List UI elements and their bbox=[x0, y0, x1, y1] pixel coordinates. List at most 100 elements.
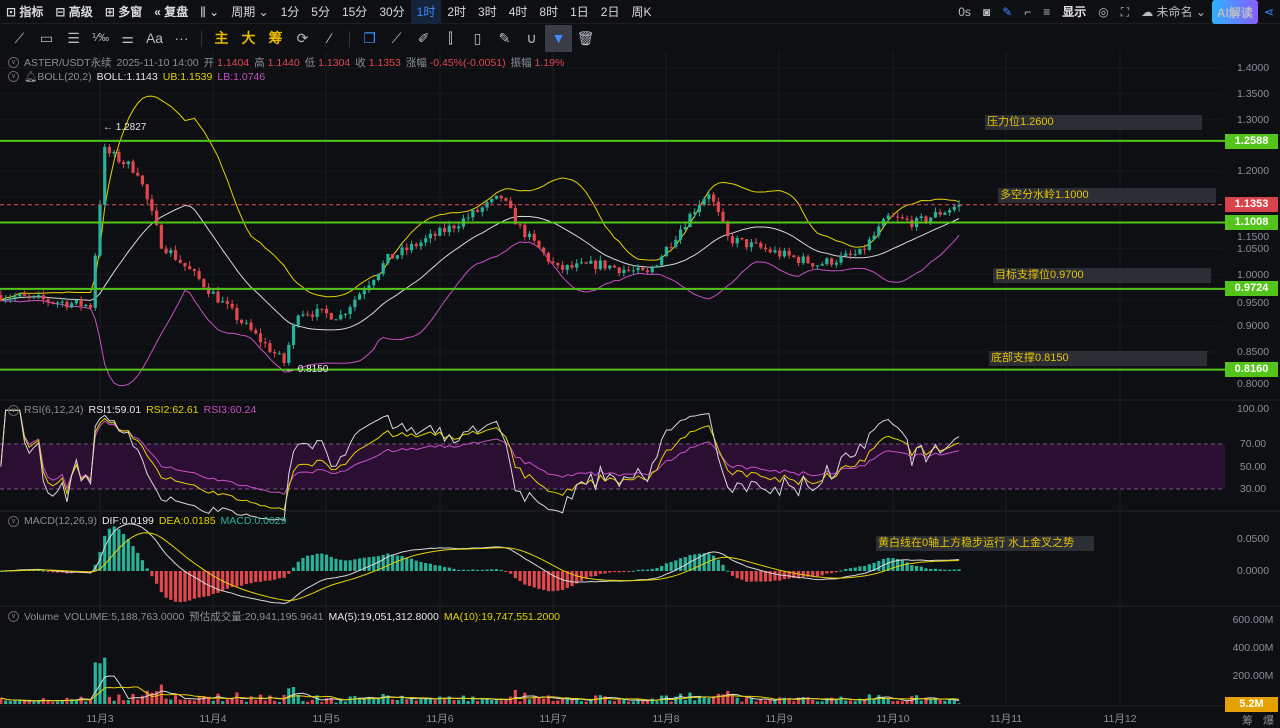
volume-bar bbox=[848, 700, 853, 704]
candles-icon[interactable]: ⫿ bbox=[448, 30, 453, 46]
macd-histogram-bar bbox=[712, 555, 716, 571]
candle bbox=[221, 301, 225, 303]
volume-bar bbox=[494, 700, 499, 704]
rsi3-line bbox=[0, 409, 960, 495]
collapse-icon[interactable]: ∨ bbox=[8, 404, 19, 416]
macd-histogram-bar bbox=[664, 563, 668, 571]
annotation-bottom-support[interactable]: 底部支撑0.8150 bbox=[989, 351, 1207, 366]
macd-histogram-bar bbox=[938, 569, 942, 571]
layout-dropdown[interactable]: ☁ 未命名 ⌄ bbox=[1135, 0, 1212, 24]
advanced-button[interactable]: ⊟ 高级 bbox=[55, 4, 93, 19]
volume-bar bbox=[773, 700, 777, 704]
volume-bar bbox=[551, 701, 555, 704]
more-tools[interactable]: ··· bbox=[174, 30, 189, 46]
volume-bar bbox=[376, 697, 381, 704]
lock-icon[interactable]: ▯ bbox=[473, 30, 482, 46]
volume-bar bbox=[674, 696, 678, 704]
rsi-label: RSI(6,12,24) bbox=[24, 404, 84, 416]
period-1日[interactable]: 1日 bbox=[570, 4, 589, 19]
macd-histogram-bar bbox=[55, 571, 60, 573]
annotation-pivot[interactable]: 多空分水岭1.1000 bbox=[998, 188, 1216, 203]
copy-icon[interactable]: ❐ bbox=[363, 30, 376, 46]
candle bbox=[693, 212, 697, 214]
candle bbox=[494, 195, 499, 199]
annotation-macd-note[interactable]: 黄白线在0轴上方稳步运行 水上金叉之势 bbox=[876, 536, 1094, 551]
volume-bar bbox=[726, 691, 730, 704]
candle bbox=[631, 270, 635, 272]
indicator-label: 指标 bbox=[19, 4, 44, 19]
magnet-icon[interactable]: ∪ bbox=[526, 30, 537, 46]
indicator-button[interactable]: ⊡ 指标 bbox=[6, 4, 44, 19]
collapse-icon[interactable]: ∨ bbox=[8, 57, 19, 68]
period-30分[interactable]: 30分 bbox=[379, 4, 405, 19]
macd-histogram-bar bbox=[41, 570, 45, 572]
volume-bar bbox=[79, 696, 83, 704]
volume-bar bbox=[249, 696, 253, 704]
pencil-icon[interactable]: ✎ bbox=[1002, 5, 1013, 19]
volume-bar bbox=[858, 698, 862, 704]
volume-bar bbox=[891, 701, 895, 704]
fullscreen-icon[interactable]: ⛶ bbox=[1120, 5, 1130, 19]
display-button[interactable]: 显示 bbox=[1062, 5, 1087, 19]
macd-histogram-bar bbox=[112, 526, 116, 571]
fibonacci-icon[interactable]: ⅟‰ bbox=[91, 32, 110, 44]
collapse-icon[interactable]: ∨ bbox=[8, 611, 19, 622]
macd-histogram-bar bbox=[263, 571, 267, 581]
brush-icon[interactable]: ⁄ bbox=[328, 30, 331, 46]
period-1分[interactable]: 1分 bbox=[280, 4, 300, 19]
share-icon[interactable]: ⋖ bbox=[1263, 5, 1274, 19]
period-3时[interactable]: 3时 bbox=[478, 4, 497, 19]
period-dropdown[interactable]: 周期 ⌄ bbox=[231, 4, 269, 19]
level-tag: 0.9724 bbox=[1225, 281, 1278, 296]
settings-icon[interactable]: ◎ bbox=[1098, 5, 1109, 19]
trendline-icon[interactable]: ⟋ bbox=[14, 30, 25, 46]
annotation-resistance[interactable]: 压力位1.2600 bbox=[985, 115, 1202, 130]
list-icon[interactable]: ≡ bbox=[1043, 5, 1051, 19]
collapse-icon[interactable]: ∨ bbox=[8, 515, 19, 527]
period-2时[interactable]: 2时 bbox=[447, 4, 467, 19]
cloud-icon: ☁ bbox=[1141, 5, 1154, 19]
period-2日[interactable]: 2日 bbox=[600, 4, 620, 19]
macd-histogram-bar bbox=[612, 571, 617, 572]
chips-button[interactable]: 筹 bbox=[268, 30, 283, 46]
period-8时[interactable]: 8时 bbox=[539, 4, 559, 19]
chips-distribution-button[interactable]: 筹 bbox=[1242, 715, 1253, 727]
trash-icon[interactable]: 🗑 bbox=[576, 30, 595, 46]
rsi2-line bbox=[0, 409, 960, 511]
macd-histogram-bar bbox=[815, 571, 820, 577]
macd-histogram-bar bbox=[173, 571, 178, 602]
pen-icon[interactable]: ✐ bbox=[417, 30, 430, 46]
bookmark-icon[interactable]: ⌐ bbox=[1024, 5, 1032, 19]
ruler-icon[interactable]: ⟋ bbox=[391, 30, 402, 46]
drawing-toolbar: ⟋ ▭ ☰ ⅟‰ ⚌ Aa ··· 主 大 筹 ⟳ ⁄ ❐ ⟋ ✐ ⫿ ▯ ✎ … bbox=[0, 25, 1280, 52]
note-icon[interactable]: ✎ bbox=[498, 30, 511, 46]
period-4时[interactable]: 4时 bbox=[508, 4, 528, 19]
macd-histogram-bar bbox=[391, 554, 395, 571]
main-force-button[interactable]: 主 bbox=[214, 30, 229, 46]
sync-icon[interactable]: ⟳ bbox=[296, 30, 309, 46]
rectangle-icon[interactable]: ▭ bbox=[39, 30, 54, 46]
candle bbox=[268, 343, 272, 353]
filter-icon[interactable]: ▼ bbox=[545, 25, 572, 52]
period-15分[interactable]: 15分 bbox=[341, 4, 368, 19]
sliders-icon[interactable]: ⚌ bbox=[121, 30, 134, 46]
period-5分[interactable]: 5分 bbox=[311, 4, 330, 19]
parallel-lines-icon[interactable]: ☰ bbox=[67, 30, 80, 46]
collapse-icon[interactable]: ∨ bbox=[8, 71, 19, 82]
liquidation-button[interactable]: 爆 bbox=[1263, 715, 1274, 727]
macd-histogram-bar bbox=[952, 569, 956, 571]
text-tool[interactable]: Aa bbox=[145, 30, 164, 46]
big-order-button[interactable]: 大 bbox=[241, 30, 256, 46]
camera-icon[interactable]: ◙ bbox=[982, 5, 991, 19]
multi-window-button[interactable]: ⊞ 多窗 bbox=[104, 4, 143, 19]
macd-histogram-bar bbox=[103, 535, 107, 571]
chart-type-dropdown[interactable]: ⫼ ⌄ bbox=[194, 0, 225, 24]
level-tag: 1.1008 bbox=[1225, 215, 1278, 230]
candle bbox=[391, 253, 395, 259]
period-周K[interactable]: 周K bbox=[631, 4, 652, 19]
ai-analysis-button[interactable]: AI解读 bbox=[1211, 0, 1258, 24]
period-1时[interactable]: 1时 bbox=[410, 0, 442, 24]
rsi2-value: RSI2:62.61 bbox=[146, 404, 199, 416]
replay-button[interactable]: « 复盘 bbox=[154, 4, 189, 19]
annotation-target-support[interactable]: 目标支撑位0.9700 bbox=[993, 268, 1211, 283]
